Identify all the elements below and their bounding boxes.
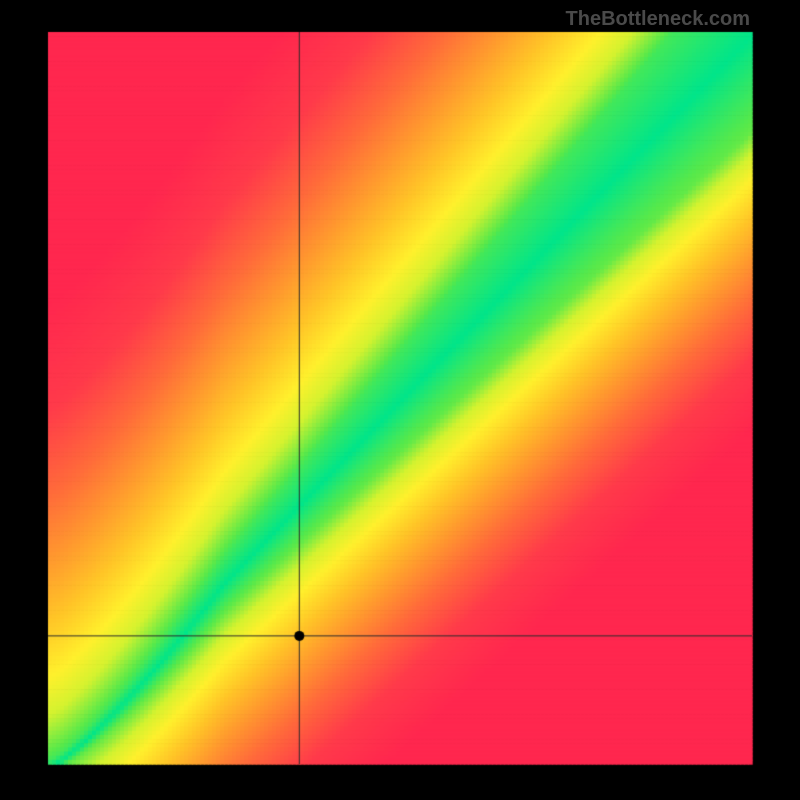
watermark: TheBottleneck.com: [566, 8, 750, 31]
bottleneck-heatmap: [0, 0, 800, 800]
